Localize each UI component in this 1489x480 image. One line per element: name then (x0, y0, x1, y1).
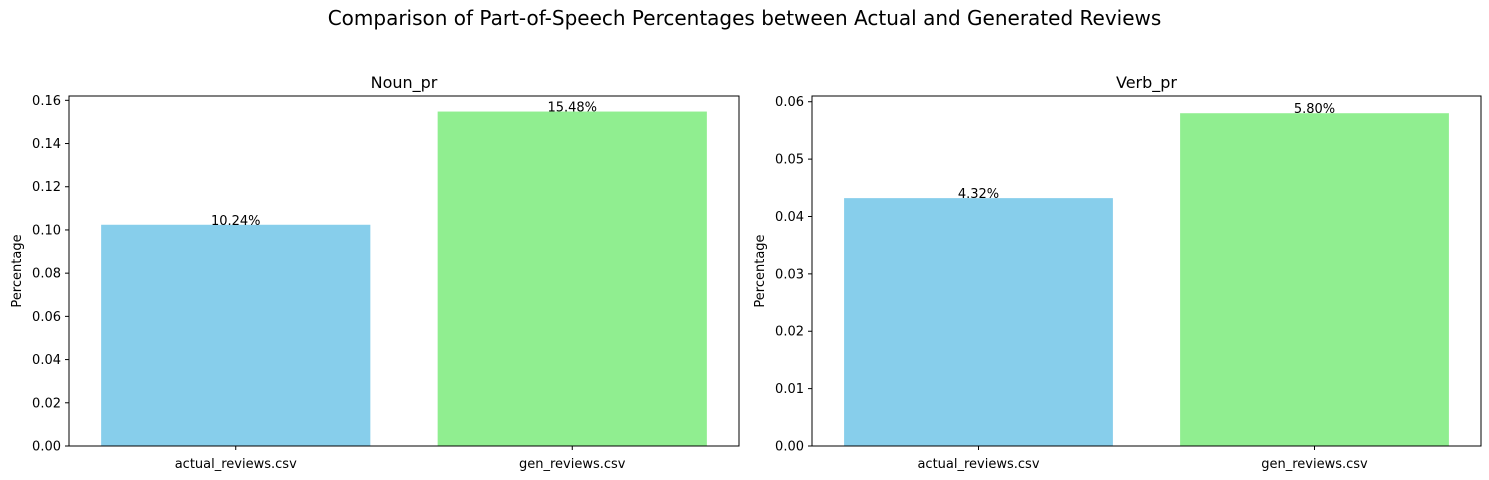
figure-title: Comparison of Part-of-Speech Percentages… (327, 6, 1162, 30)
y-axis-label: Percentage (10, 234, 25, 307)
y-tick-label: 0.02 (775, 325, 804, 340)
y-tick-label: 0.03 (775, 267, 804, 282)
y-tick-label: 0.04 (775, 210, 804, 225)
bar-gen-reviews-csv (1180, 113, 1449, 447)
y-tick-label: 0.12 (32, 180, 61, 195)
y-tick-label: 0.04 (32, 353, 61, 368)
axes-frame (68, 95, 740, 447)
subplot-title: Noun_pr (371, 73, 438, 93)
x-tick-label: actual_reviews.csv (175, 457, 297, 472)
x-tick-label: actual_reviews.csv (917, 457, 1039, 472)
bar-actual-reviews-csv (101, 224, 371, 446)
x-tick-label: gen_reviews.csv (1261, 457, 1368, 472)
y-tick-label: 0.06 (32, 310, 61, 325)
x-tick-label: gen_reviews.csv (519, 457, 626, 472)
y-tick-label: 0.10 (32, 223, 61, 238)
bar-value-label: 4.32% (958, 187, 999, 202)
bar-actual-reviews-csv (844, 198, 1113, 446)
bar-gen-reviews-csv (437, 111, 707, 447)
y-tick-label: 0.00 (775, 440, 804, 455)
bar-value-label: 10.24% (211, 214, 261, 229)
y-tick-label: 0.08 (32, 267, 61, 282)
subplot-title: Verb_pr (1116, 73, 1177, 93)
bar-value-label: 5.80% (1294, 102, 1335, 117)
y-tick-label: 0.05 (775, 153, 804, 168)
y-tick-label: 0.01 (775, 382, 804, 397)
bar-value-label: 15.48% (547, 101, 597, 116)
subplot-2: 4.32% 5.80% 0.00 0.01 0.02 0.03 0.04 0.05 0.06 ac… (753, 73, 1482, 472)
y-tick-label: 0.00 (32, 440, 61, 455)
subplot-1: 10.24% 15.48% 0.00 0.02 0.04 0.06 0.08 0.10 0.12… (10, 73, 740, 472)
y-tick-label: 0.14 (32, 137, 61, 152)
axes-frame (811, 95, 1482, 447)
y-tick-label: 0.06 (775, 95, 804, 110)
y-tick-label: 0.02 (32, 396, 61, 411)
y-axis-label: Percentage (753, 234, 768, 307)
y-tick-label: 0.16 (32, 94, 61, 109)
